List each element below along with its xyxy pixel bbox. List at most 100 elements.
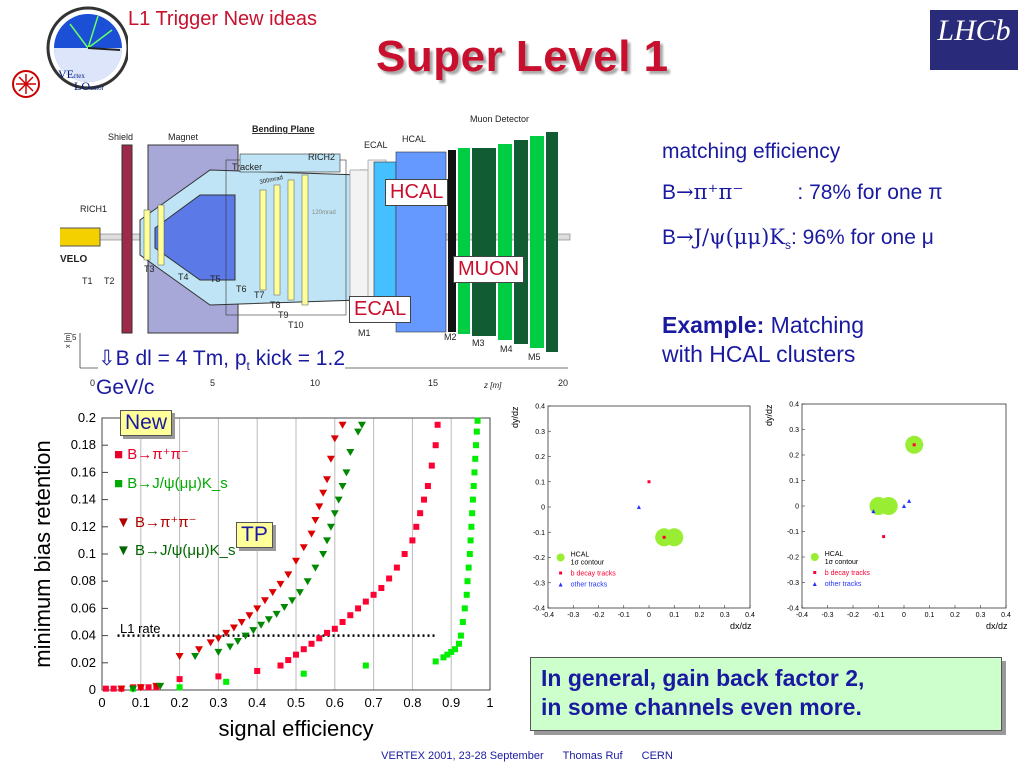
other-track xyxy=(871,509,876,514)
legend-b-decay: b decay tracks xyxy=(571,571,617,578)
data-point xyxy=(409,537,416,544)
data-point xyxy=(285,657,292,664)
data-point xyxy=(461,605,468,612)
x-tick-label: 0.3 xyxy=(976,612,986,619)
label-t1: T1 xyxy=(82,276,93,286)
data-point xyxy=(464,578,471,585)
svg-text:VErtex: VErtex xyxy=(58,67,85,81)
x-axis-label: dx/dz xyxy=(986,621,1008,631)
y-tick-label: -0.4 xyxy=(533,606,545,613)
plot-frame xyxy=(101,417,491,691)
data-point xyxy=(386,575,393,582)
y-tick-label: 0.18 xyxy=(71,437,96,452)
data-point xyxy=(241,632,250,640)
data-point xyxy=(417,510,424,517)
data-point xyxy=(156,682,165,690)
x-tick-label: 0.2 xyxy=(171,695,189,710)
x-tick-label: 0.4 xyxy=(248,695,266,710)
data-point xyxy=(334,496,343,504)
legend-tp-pipi: ▼ B→π⁺π⁻ xyxy=(116,514,197,531)
legend-contour: 1σ contour xyxy=(571,560,605,567)
bdl-kick-unit: GeV/c xyxy=(96,376,155,400)
data-point xyxy=(315,503,324,511)
data-point xyxy=(319,489,328,497)
label-120mrad: 120mrad xyxy=(312,210,336,216)
y-tick-label: -0.2 xyxy=(533,555,545,562)
label-rich1: RICH1 xyxy=(80,204,107,214)
matching-row-pipi: B→π⁺π⁻: 78% for one π xyxy=(662,180,943,204)
axis-x-tick: 10 xyxy=(310,378,320,388)
data-point xyxy=(346,449,355,456)
data-point xyxy=(223,678,230,685)
data-point xyxy=(467,537,474,544)
label-m5: M5 xyxy=(528,352,541,362)
y-tick-label: 0.08 xyxy=(71,573,96,588)
x-tick-label: 1 xyxy=(486,695,493,710)
x-tick-label: 0.7 xyxy=(365,695,383,710)
data-point xyxy=(444,651,451,658)
x-tick-label: 0.6 xyxy=(326,695,344,710)
x-tick-label: 0.8 xyxy=(403,695,421,710)
l1-rate-label: L1 rate xyxy=(120,621,161,636)
y-tick-label: 0.2 xyxy=(789,453,799,460)
data-point xyxy=(319,551,328,558)
y-tick-label: -0.2 xyxy=(787,555,799,562)
y-tick-label: -0.3 xyxy=(787,580,799,587)
other-track xyxy=(907,498,912,503)
data-point xyxy=(254,667,261,674)
lhcb-logo-text: LHCb xyxy=(937,14,1011,47)
label-t10: T10 xyxy=(288,320,304,330)
conclusion-line-2: in some channels even more. xyxy=(541,694,862,720)
data-point xyxy=(354,428,363,436)
conclusion-line-1: In general, gain back factor 2, xyxy=(541,665,865,691)
footer-org: CERN xyxy=(641,750,673,762)
data-point xyxy=(215,673,222,680)
logo-vertex-text: VE xyxy=(58,67,74,81)
data-point xyxy=(432,658,439,665)
conclusion-box: In general, gain back factor 2, in some … xyxy=(530,657,1002,731)
label-300mrad: 300mrad xyxy=(259,175,283,186)
data-point xyxy=(222,629,231,637)
data-point xyxy=(110,685,117,692)
legend-hcal-swatch xyxy=(810,553,819,561)
legend-hcal-swatch xyxy=(556,553,565,562)
lhcb-detector-diagram: Shield Magnet Bending Plane RICH2 ECAL H… xyxy=(60,114,571,390)
label-t5: T5 xyxy=(210,274,221,284)
label-ecal: ECAL xyxy=(364,140,388,150)
axis-x-label: z [m] xyxy=(483,381,502,390)
data-point xyxy=(472,455,479,462)
data-point xyxy=(214,648,223,656)
y-tick-label: 0.16 xyxy=(71,464,96,479)
legend-hcal: HCAL xyxy=(571,552,590,559)
legend-other-swatch xyxy=(812,582,817,586)
data-point xyxy=(249,627,258,635)
axis-x-tick: 15 xyxy=(428,378,438,388)
data-point xyxy=(469,510,476,517)
matching-efficiency-title: matching efficiency xyxy=(662,140,841,163)
legend-new-pipi: ■ B→π⁺π⁻ xyxy=(114,446,189,463)
legend-contour: 1σ contour xyxy=(825,559,859,566)
example-subheading: with HCAL clusters xyxy=(662,341,856,367)
example-heading: Example: Matching xyxy=(662,312,864,338)
vertex-locator-logo: VErtex LOcator xyxy=(12,6,128,98)
data-point xyxy=(470,483,477,489)
data-point xyxy=(326,455,335,463)
data-point xyxy=(233,638,242,646)
x-tick-label: 0.5 xyxy=(287,695,305,710)
data-point xyxy=(468,523,475,530)
y-tick-label: -0.1 xyxy=(787,529,799,536)
bdl-kick-text: ⇩B dl = 4 Tm, pt kick = 1.2 xyxy=(98,346,346,374)
legend-b-decay: b decay tracks xyxy=(825,570,871,577)
x-tick-label: 0 xyxy=(902,612,906,619)
data-point xyxy=(473,428,480,435)
other-track xyxy=(636,505,641,509)
data-point xyxy=(401,551,408,557)
y-tick-label: 0 xyxy=(89,682,96,697)
label-muon-detector: Muon Detector xyxy=(470,114,529,124)
data-point xyxy=(413,523,420,530)
x-tick-label: 0.3 xyxy=(209,695,227,710)
x-tick-label: 0.1 xyxy=(132,695,150,710)
data-point xyxy=(463,591,470,598)
hcal-tag: HCAL xyxy=(385,179,449,206)
data-point xyxy=(347,612,354,619)
